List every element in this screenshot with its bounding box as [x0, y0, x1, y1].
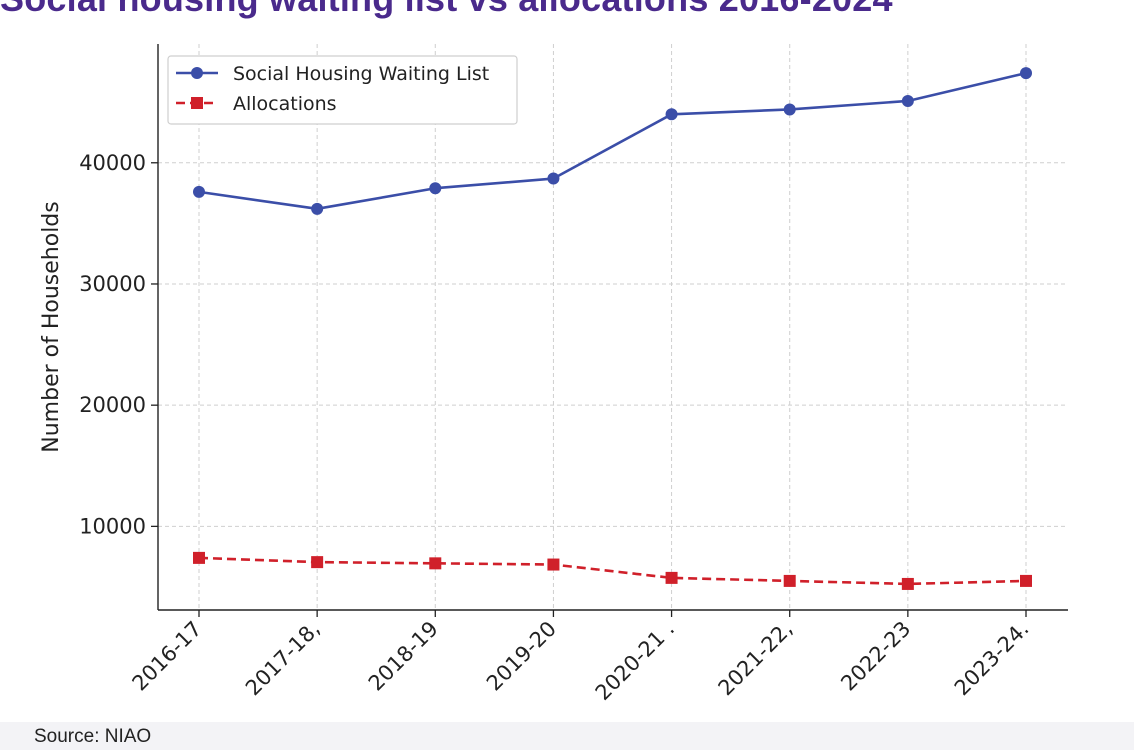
x-tick-label: 2023-24.: [950, 617, 1034, 701]
x-tick-label: 2016-17: [128, 617, 207, 696]
series-group: [193, 67, 1032, 590]
legend-item: Social Housing Waiting List: [176, 63, 489, 85]
legend: Social Housing Waiting List Allocations: [167, 55, 518, 125]
y-axis-ticks: 10000 20000 30000 40000: [79, 151, 158, 538]
data-point: [429, 557, 442, 570]
x-axis-ticks: 2016-17 2017-18, 2018-19 2019-20 2020-21 . 20…: [128, 610, 1034, 705]
x-tick-label: 2022-23: [836, 617, 915, 696]
legend-label: Allocations: [233, 93, 337, 115]
x-tick-label: 2017-18,: [241, 617, 325, 701]
data-point: [901, 577, 914, 590]
data-point: [429, 182, 442, 195]
data-point: [1020, 574, 1032, 587]
y-tick-label: 10000: [79, 514, 146, 538]
chart-title: Social housing waiting list vs allocatio…: [0, 0, 1134, 20]
data-point: [547, 172, 560, 185]
series-line: [198, 71, 1027, 211]
series-line: [198, 556, 1027, 586]
y-axis-label: Number of Households: [39, 201, 64, 452]
x-tick-label: 2020-21 .: [591, 617, 679, 705]
data-point: [547, 558, 560, 571]
axes: [157, 44, 1068, 611]
source-note: Source: NIAO: [34, 726, 152, 747]
x-tick-label: 2021-22,: [714, 617, 798, 701]
data-point: [193, 551, 205, 564]
data-point: [783, 574, 796, 587]
y-tick-label: 40000: [79, 151, 146, 175]
series-allocations: [193, 551, 1032, 590]
data-point: [901, 94, 914, 107]
legend-item: Allocations: [176, 93, 337, 115]
x-tick-label: 2019-20: [482, 617, 561, 696]
legend-marker: [191, 97, 203, 109]
grid-lines: [158, 44, 1068, 610]
data-point: [311, 556, 324, 569]
data-point: [1020, 67, 1032, 80]
legend-marker: [191, 67, 203, 79]
data-point: [665, 108, 678, 121]
legend-label: Social Housing Waiting List: [233, 63, 489, 85]
data-point: [783, 103, 796, 116]
data-point: [665, 571, 678, 584]
y-tick-label: 30000: [79, 272, 146, 296]
line-chart: 10000 20000 30000 40000 2016-17 2017-18, 2018…: [39, 44, 1068, 705]
footer-band: [0, 722, 1134, 750]
data-point: [311, 202, 324, 215]
y-tick-label: 20000: [79, 393, 146, 417]
legend-box: [167, 55, 518, 125]
x-tick-label: 2018-19: [364, 617, 443, 696]
series-waiting-list: [193, 67, 1032, 215]
data-point: [193, 185, 205, 198]
